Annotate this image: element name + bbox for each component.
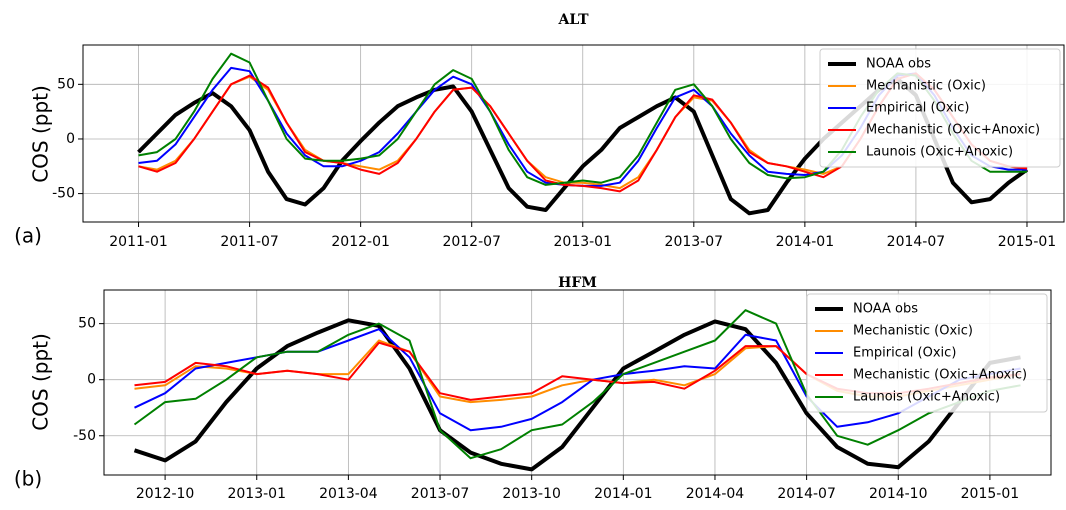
y-tick-label: 50 (78, 316, 96, 332)
legend-label: Launois (Oxic+Anoxic) (866, 145, 1013, 160)
legend-label: Mechanistic (Oxic) (853, 324, 973, 339)
x-tick-label: 2014-10 (869, 486, 928, 502)
x-tick-label: 2013-10 (502, 486, 561, 502)
chart-title: HFM (558, 275, 597, 291)
legend-box (819, 48, 1061, 168)
legend-label: Launois (Oxic+Anoxic) (853, 390, 1000, 405)
x-tick-label: 2013-01 (227, 486, 286, 502)
legend-label: Empirical (Oxic) (866, 101, 969, 116)
x-tick-label: 2012-10 (136, 486, 195, 502)
legend-label: NOAA obs (866, 57, 931, 72)
x-tick-label: 2011-07 (220, 234, 279, 250)
series-line (133, 318, 1021, 472)
x-tick-label: 2014-07 (777, 486, 836, 502)
y-axis-label: COS (ppt) (29, 333, 53, 431)
x-tick-label: 2014-01 (594, 486, 653, 502)
legend-label: Mechanistic (Oxic) (866, 79, 986, 94)
x-tick-label: 2015-01 (961, 486, 1020, 502)
legend-label: Empirical (Oxic) (853, 346, 956, 361)
y-tick-label: -50 (73, 428, 96, 444)
panel-label: (a) (14, 224, 42, 248)
x-tick-label: 2013-07 (411, 486, 470, 502)
legend-label: NOAA obs (853, 302, 918, 317)
x-tick-label: 2014-04 (686, 486, 745, 502)
y-tick-label: -50 (52, 186, 75, 202)
x-tick-label: 2013-04 (319, 486, 378, 502)
legend-box (806, 293, 1048, 413)
x-tick-label: 2014-07 (887, 234, 946, 250)
plot-frame (82, 44, 1065, 223)
x-tick-label: 2015-01 (998, 234, 1057, 250)
x-tick-label: 2014-01 (776, 234, 835, 250)
chart-title: ALT (558, 12, 590, 28)
panel-label: (b) (14, 467, 42, 491)
plot-frame (103, 289, 1052, 476)
series-line (133, 309, 1021, 460)
y-axis-label: COS (ppt) (29, 85, 53, 183)
x-tick-label: 2013-01 (554, 234, 613, 250)
x-tick-label: 2013-07 (665, 234, 724, 250)
x-tick-label: 2012-01 (331, 234, 390, 250)
y-tick-label: 0 (66, 131, 75, 147)
x-tick-label: 2012-07 (442, 234, 501, 250)
x-tick-label: 2011-01 (109, 234, 168, 250)
y-tick-label: 50 (57, 76, 75, 92)
legend-label: Mechanistic (Oxic+Anoxic) (853, 368, 1027, 383)
y-tick-label: 0 (87, 372, 96, 388)
legend-label: Mechanistic (Oxic+Anoxic) (866, 123, 1040, 138)
